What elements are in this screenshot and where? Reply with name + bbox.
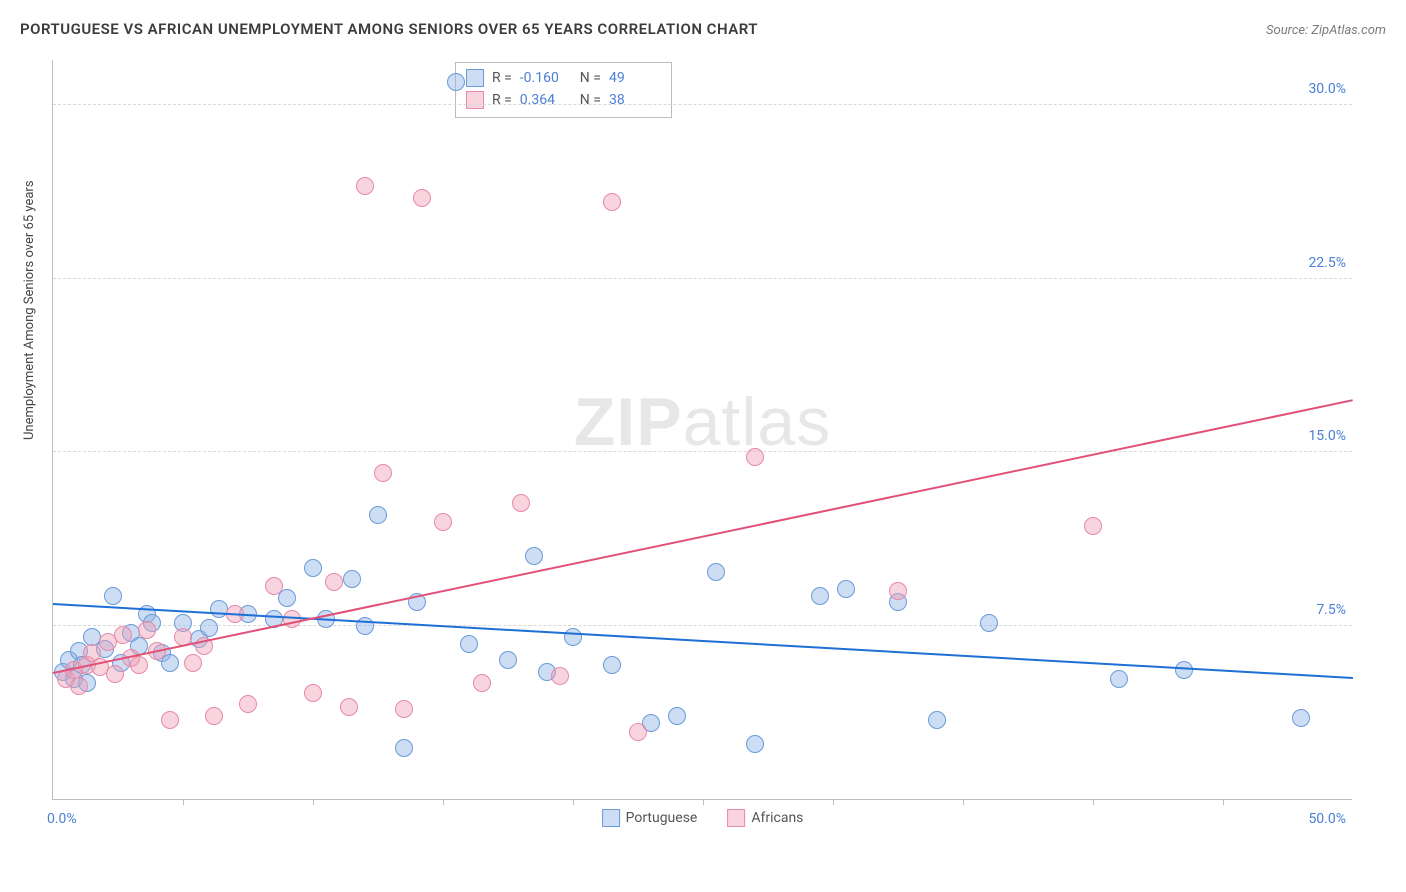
data-point <box>395 739 413 757</box>
series-legend: Portuguese Africans <box>602 809 804 827</box>
data-point <box>499 651 517 669</box>
gridline <box>53 625 1352 626</box>
trend-line <box>53 399 1353 674</box>
y-tick-label: 22.5% <box>1308 255 1346 271</box>
data-point <box>837 580 855 598</box>
data-point <box>512 494 530 512</box>
data-point <box>434 513 452 531</box>
data-point <box>130 656 148 674</box>
data-point <box>668 707 686 725</box>
data-point <box>265 577 283 595</box>
data-point <box>356 617 374 635</box>
data-point <box>104 587 122 605</box>
data-point <box>447 73 465 91</box>
data-point <box>746 735 764 753</box>
x-tick <box>703 799 704 805</box>
data-point <box>1084 517 1102 535</box>
gridline <box>53 451 1352 452</box>
legend-item-africans: Africans <box>727 809 803 827</box>
data-point <box>239 695 257 713</box>
source-label: Source: ZipAtlas.com <box>1266 23 1386 38</box>
data-point <box>114 626 132 644</box>
data-point <box>138 621 156 639</box>
x-tick <box>963 799 964 805</box>
data-point <box>161 711 179 729</box>
swatch-portuguese-icon <box>602 809 620 827</box>
y-axis-label: Unemployment Among Seniors over 65 years <box>22 180 37 440</box>
data-point <box>304 684 322 702</box>
stats-row-africans: R = 0.364 N = 38 <box>466 89 661 111</box>
data-point <box>1110 670 1128 688</box>
data-point <box>340 698 358 716</box>
gridline <box>53 104 1352 105</box>
data-point <box>70 677 88 695</box>
data-point <box>707 563 725 581</box>
swatch-africans <box>466 91 484 109</box>
data-point <box>184 654 202 672</box>
y-tick-label: 15.0% <box>1308 428 1346 444</box>
data-point <box>746 448 764 466</box>
legend-label: Portuguese <box>626 810 698 826</box>
stats-legend: R = -0.160 N = 49 R = 0.364 N = 38 <box>455 62 672 118</box>
x-tick <box>443 799 444 805</box>
data-point <box>106 665 124 683</box>
scatter-plot: ZIPatlas R = -0.160 N = 49 R = 0.364 N =… <box>52 60 1352 800</box>
stats-row-portuguese: R = -0.160 N = 49 <box>466 67 661 89</box>
data-point <box>473 674 491 692</box>
x-tick <box>183 799 184 805</box>
data-point <box>325 573 343 591</box>
x-tick <box>833 799 834 805</box>
y-tick-label: 30.0% <box>1308 81 1346 97</box>
data-point <box>374 464 392 482</box>
data-point <box>811 587 829 605</box>
data-point <box>564 628 582 646</box>
data-point <box>304 559 322 577</box>
swatch-portuguese <box>466 69 484 87</box>
data-point <box>928 711 946 729</box>
data-point <box>343 570 361 588</box>
watermark: ZIPatlas <box>574 383 831 461</box>
data-point <box>460 635 478 653</box>
legend-label: Africans <box>751 810 803 826</box>
data-point <box>200 619 218 637</box>
legend-item-portuguese: Portuguese <box>602 809 698 827</box>
swatch-africans-icon <box>727 809 745 827</box>
data-point <box>1292 709 1310 727</box>
data-point <box>889 582 907 600</box>
data-point <box>413 189 431 207</box>
data-point <box>603 193 621 211</box>
x-tick <box>1223 799 1224 805</box>
y-tick-label: 7.5% <box>1316 602 1346 618</box>
x-tick <box>313 799 314 805</box>
data-point <box>356 177 374 195</box>
data-point <box>525 547 543 565</box>
data-point <box>395 700 413 718</box>
x-axis-max-label: 50.0% <box>1308 811 1346 827</box>
trend-line <box>53 603 1353 679</box>
data-point <box>980 614 998 632</box>
data-point <box>369 506 387 524</box>
data-point <box>205 707 223 725</box>
gridline <box>53 278 1352 279</box>
chart-title: PORTUGUESE VS AFRICAN UNEMPLOYMENT AMONG… <box>20 20 758 38</box>
x-axis-min-label: 0.0% <box>47 811 77 827</box>
data-point <box>551 667 569 685</box>
data-point <box>603 656 621 674</box>
data-point <box>629 723 647 741</box>
x-tick <box>573 799 574 805</box>
x-tick <box>1093 799 1094 805</box>
